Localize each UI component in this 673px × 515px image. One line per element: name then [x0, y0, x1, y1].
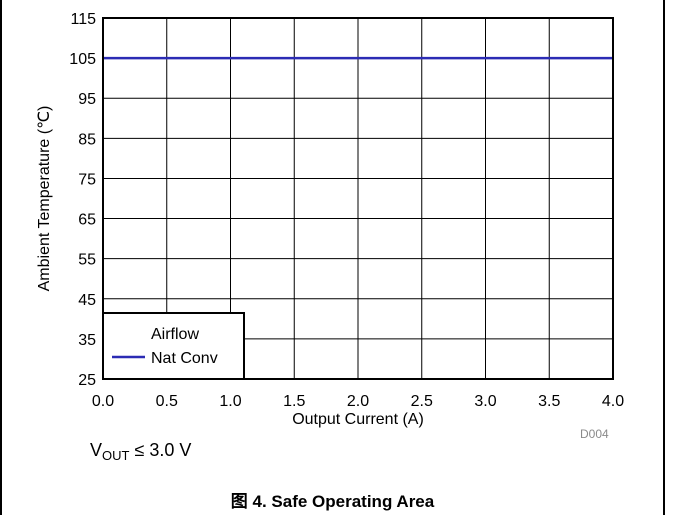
y-axis-tick-labels: 25 35 45 55 65 75 85 95 105 115: [69, 11, 96, 389]
y-tick-label-3: 55: [78, 252, 96, 269]
legend-box: [102, 312, 245, 380]
y-tick-label-5: 75: [78, 171, 96, 188]
output-voltage-condition: VOUT ≤ 3.0 V: [90, 440, 191, 463]
x-axis-tick-labels: 0.0 0.5 1.0 1.5 2.0 2.5 3.0 3.5 4.0: [92, 393, 624, 410]
x-axis-label: Output Current (A): [292, 411, 424, 428]
y-tick-label-1: 35: [78, 332, 96, 349]
safe-operating-area-chart: 25 35 45 55 65 75 85 95 105 115 0.0 0.5 1.0 1.5 2.0 2.…: [36, 11, 624, 428]
y-tick-label-6: 85: [78, 131, 96, 148]
page-border-left: [0, 0, 2, 515]
page-border-right: [663, 0, 665, 515]
y-tick-label-7: 95: [78, 91, 96, 108]
condition-subscript: OUT: [102, 448, 130, 463]
x-tick-label-8: 4.0: [602, 393, 624, 410]
condition-prefix: V: [90, 440, 103, 460]
x-tick-label-0: 0.0: [92, 393, 114, 410]
y-tick-label-4: 65: [78, 212, 96, 229]
y-axis-label: Ambient Temperature (℃): [36, 106, 53, 292]
y-tick-label-8: 105: [69, 51, 96, 68]
condition-suffix: ≤ 3.0 V: [129, 440, 192, 460]
x-tick-label-4: 2.0: [347, 393, 369, 410]
y-tick-label-9: 115: [70, 11, 96, 28]
legend-title: Airflow: [151, 326, 199, 343]
x-tick-label-1: 0.5: [156, 393, 178, 410]
y-tick-label-2: 45: [78, 292, 96, 309]
figure-caption: 图 4. Safe Operating Area: [230, 492, 435, 511]
legend-entry-nat-conv: Nat Conv: [151, 350, 218, 367]
x-tick-label-7: 3.5: [538, 393, 560, 410]
legend: Airflow Nat Conv: [102, 312, 245, 380]
y-tick-label-0: 25: [78, 372, 96, 389]
x-tick-label-2: 1.0: [219, 393, 241, 410]
figure-code: D004: [580, 427, 609, 441]
x-tick-label-5: 2.5: [411, 393, 433, 410]
x-tick-label-3: 1.5: [283, 393, 305, 410]
x-tick-label-6: 3.0: [474, 393, 496, 410]
plot-area-border: [102, 17, 614, 380]
